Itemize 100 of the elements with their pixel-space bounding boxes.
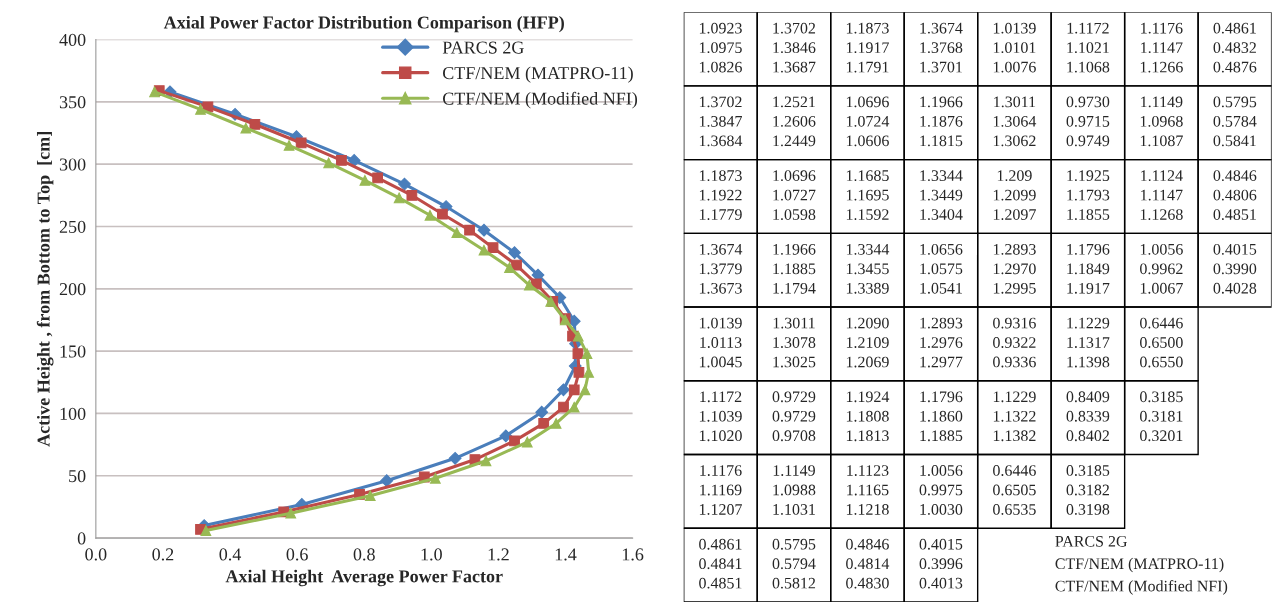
text: 1.1966 1.1885 1.1794 bbox=[773, 243, 816, 294]
point bbox=[508, 246, 521, 260]
text: 0.9730 0.9715 0.9749 bbox=[1066, 96, 1110, 147]
text: 1.1685 1.1695 1.1592 bbox=[846, 170, 889, 220]
point bbox=[424, 209, 436, 221]
point bbox=[406, 189, 418, 201]
point bbox=[581, 348, 593, 359]
point bbox=[504, 262, 515, 273]
text: CTF/NEM (MATPRO-11) bbox=[1055, 557, 1224, 573]
point bbox=[195, 103, 206, 115]
y-tick-label: 50 bbox=[69, 470, 86, 483]
text: 1.1873 1.1917 1.1791 bbox=[846, 22, 889, 73]
point bbox=[573, 366, 585, 378]
x-tick-label: 1.0 bbox=[421, 548, 442, 561]
text: 1.1172 1.1021 1.1068 bbox=[1067, 22, 1110, 73]
legend-label: PARCS 2G bbox=[442, 41, 524, 54]
point bbox=[535, 405, 549, 419]
text: 1.1966 1.1876 1.1815 bbox=[920, 96, 963, 147]
y-tick-label: 350 bbox=[59, 96, 86, 109]
text: 0.4015 0.3996 0.4013 bbox=[919, 538, 963, 589]
text: 1.3344 1.3449 1.3404 bbox=[920, 170, 963, 220]
x-tick-label: 0.8 bbox=[353, 548, 375, 561]
point bbox=[558, 401, 569, 413]
point bbox=[295, 137, 307, 149]
text: 0.4846 0.4806 0.4851 bbox=[1213, 170, 1257, 220]
x-tick-label: 0.4 bbox=[219, 548, 242, 561]
point bbox=[323, 157, 335, 169]
text: 1.3674 1.3768 1.3701 bbox=[920, 22, 963, 73]
text: 1.1123 1.1165 1.1218 bbox=[846, 465, 889, 515]
x-tick-label: 0.6 bbox=[286, 548, 308, 561]
text: 0.3185 0.3182 0.3198 bbox=[1066, 465, 1110, 515]
y-tick-label: 0 bbox=[77, 532, 86, 545]
text: 1.3674 1.3779 1.3673 bbox=[699, 243, 743, 294]
legend-label: CTF/NEM (Modified NFI) bbox=[442, 91, 638, 109]
point bbox=[249, 118, 261, 130]
text: 1.1172 1.1039 1.1020 bbox=[699, 391, 742, 442]
y-tick-label: 400 bbox=[59, 33, 86, 46]
point bbox=[398, 177, 411, 191]
text: 1.3702 1.3846 1.3687 bbox=[773, 22, 816, 73]
text: 1.0696 1.0727 1.0598 bbox=[773, 170, 816, 220]
text: 1.3011 1.3078 1.3025 bbox=[773, 317, 816, 368]
text: 1.1796 1.1860 1.1885 bbox=[920, 391, 963, 442]
point bbox=[372, 172, 384, 184]
point bbox=[200, 525, 212, 536]
point bbox=[477, 223, 491, 237]
point bbox=[347, 154, 361, 167]
x-tick-label: 1.6 bbox=[622, 548, 644, 561]
text: 0.9316 0.9322 0.9336 bbox=[993, 317, 1036, 368]
text: 1.209 1.2099 1.2097 bbox=[993, 170, 1036, 220]
point bbox=[487, 242, 499, 254]
text: 0.5795 0.5784 0.5841 bbox=[1213, 96, 1257, 147]
text: 1.1124 1.1147 1.1268 bbox=[1140, 170, 1183, 220]
y-tick-label: 150 bbox=[60, 345, 86, 358]
text: 1.3344 1.3455 1.3389 bbox=[846, 243, 890, 294]
text: 0.4861 0.4841 0.4851 bbox=[699, 538, 742, 589]
point bbox=[437, 208, 448, 220]
point bbox=[538, 418, 550, 429]
point bbox=[572, 330, 584, 342]
point bbox=[568, 384, 580, 396]
y-tick-label: 200 bbox=[59, 283, 86, 296]
chart-title: Axial Power Factor Distribution Comparison (HFP) bbox=[163, 15, 564, 33]
point bbox=[364, 490, 376, 502]
text: 0.9729 0.9729 0.9708 bbox=[772, 391, 816, 442]
y-tick-label: 250 bbox=[59, 220, 86, 233]
point bbox=[509, 435, 520, 447]
x-axis-title: Axial Height Average Power Factor bbox=[225, 569, 503, 587]
y-axis-title: Active Height , from Bottom to Top [cm] bbox=[36, 132, 54, 447]
text: PARCS 2G bbox=[1055, 535, 1127, 547]
text: 0.8409 0.8339 0.8402 bbox=[1066, 391, 1110, 442]
text: 1.1924 1.1808 1.1813 bbox=[846, 391, 890, 442]
legend-label: CTF/NEM (MATPRO-11) bbox=[442, 66, 633, 83]
point bbox=[523, 279, 535, 291]
point bbox=[283, 140, 295, 151]
x-tick-label: 1.2 bbox=[488, 548, 509, 561]
y-tick-label: 300 bbox=[59, 158, 86, 171]
point bbox=[240, 122, 252, 134]
text: 0.4861 0.4832 0.4876 bbox=[1213, 22, 1257, 73]
text: 1.1925 1.1793 1.1855 bbox=[1067, 170, 1110, 220]
point bbox=[359, 174, 371, 186]
point bbox=[550, 418, 562, 429]
point bbox=[478, 244, 490, 256]
text: 0.3185 0.3181 0.3201 bbox=[1140, 391, 1183, 442]
text: 0.4846 0.4814 0.4830 bbox=[846, 538, 890, 589]
text: 1.1873 1.1922 1.1779 bbox=[699, 170, 742, 220]
text: CTF/NEM (Modified NFI) bbox=[1055, 580, 1228, 595]
text: 1.1229 1.1322 1.1382 bbox=[993, 391, 1036, 442]
text: 1.0923 1.0975 1.0826 bbox=[699, 22, 742, 73]
text: 0.5795 0.5794 0.5812 bbox=[772, 538, 816, 589]
x-tick-label: 0.0 bbox=[85, 548, 107, 561]
point bbox=[429, 472, 441, 484]
point bbox=[583, 366, 595, 378]
text: 1.0139 1.0113 1.0045 bbox=[699, 317, 742, 368]
text: 1.0696 1.0724 1.0606 bbox=[846, 96, 890, 147]
text: 1.1176 1.1147 1.1266 bbox=[1140, 22, 1183, 73]
text: 0.6446 0.6505 0.6535 bbox=[993, 465, 1036, 515]
text: 1.0656 1.0575 1.0541 bbox=[920, 243, 963, 294]
point bbox=[557, 383, 570, 397]
point bbox=[451, 227, 463, 239]
point bbox=[480, 455, 492, 467]
text: 1.1229 1.1317 1.1398 bbox=[1067, 317, 1110, 368]
